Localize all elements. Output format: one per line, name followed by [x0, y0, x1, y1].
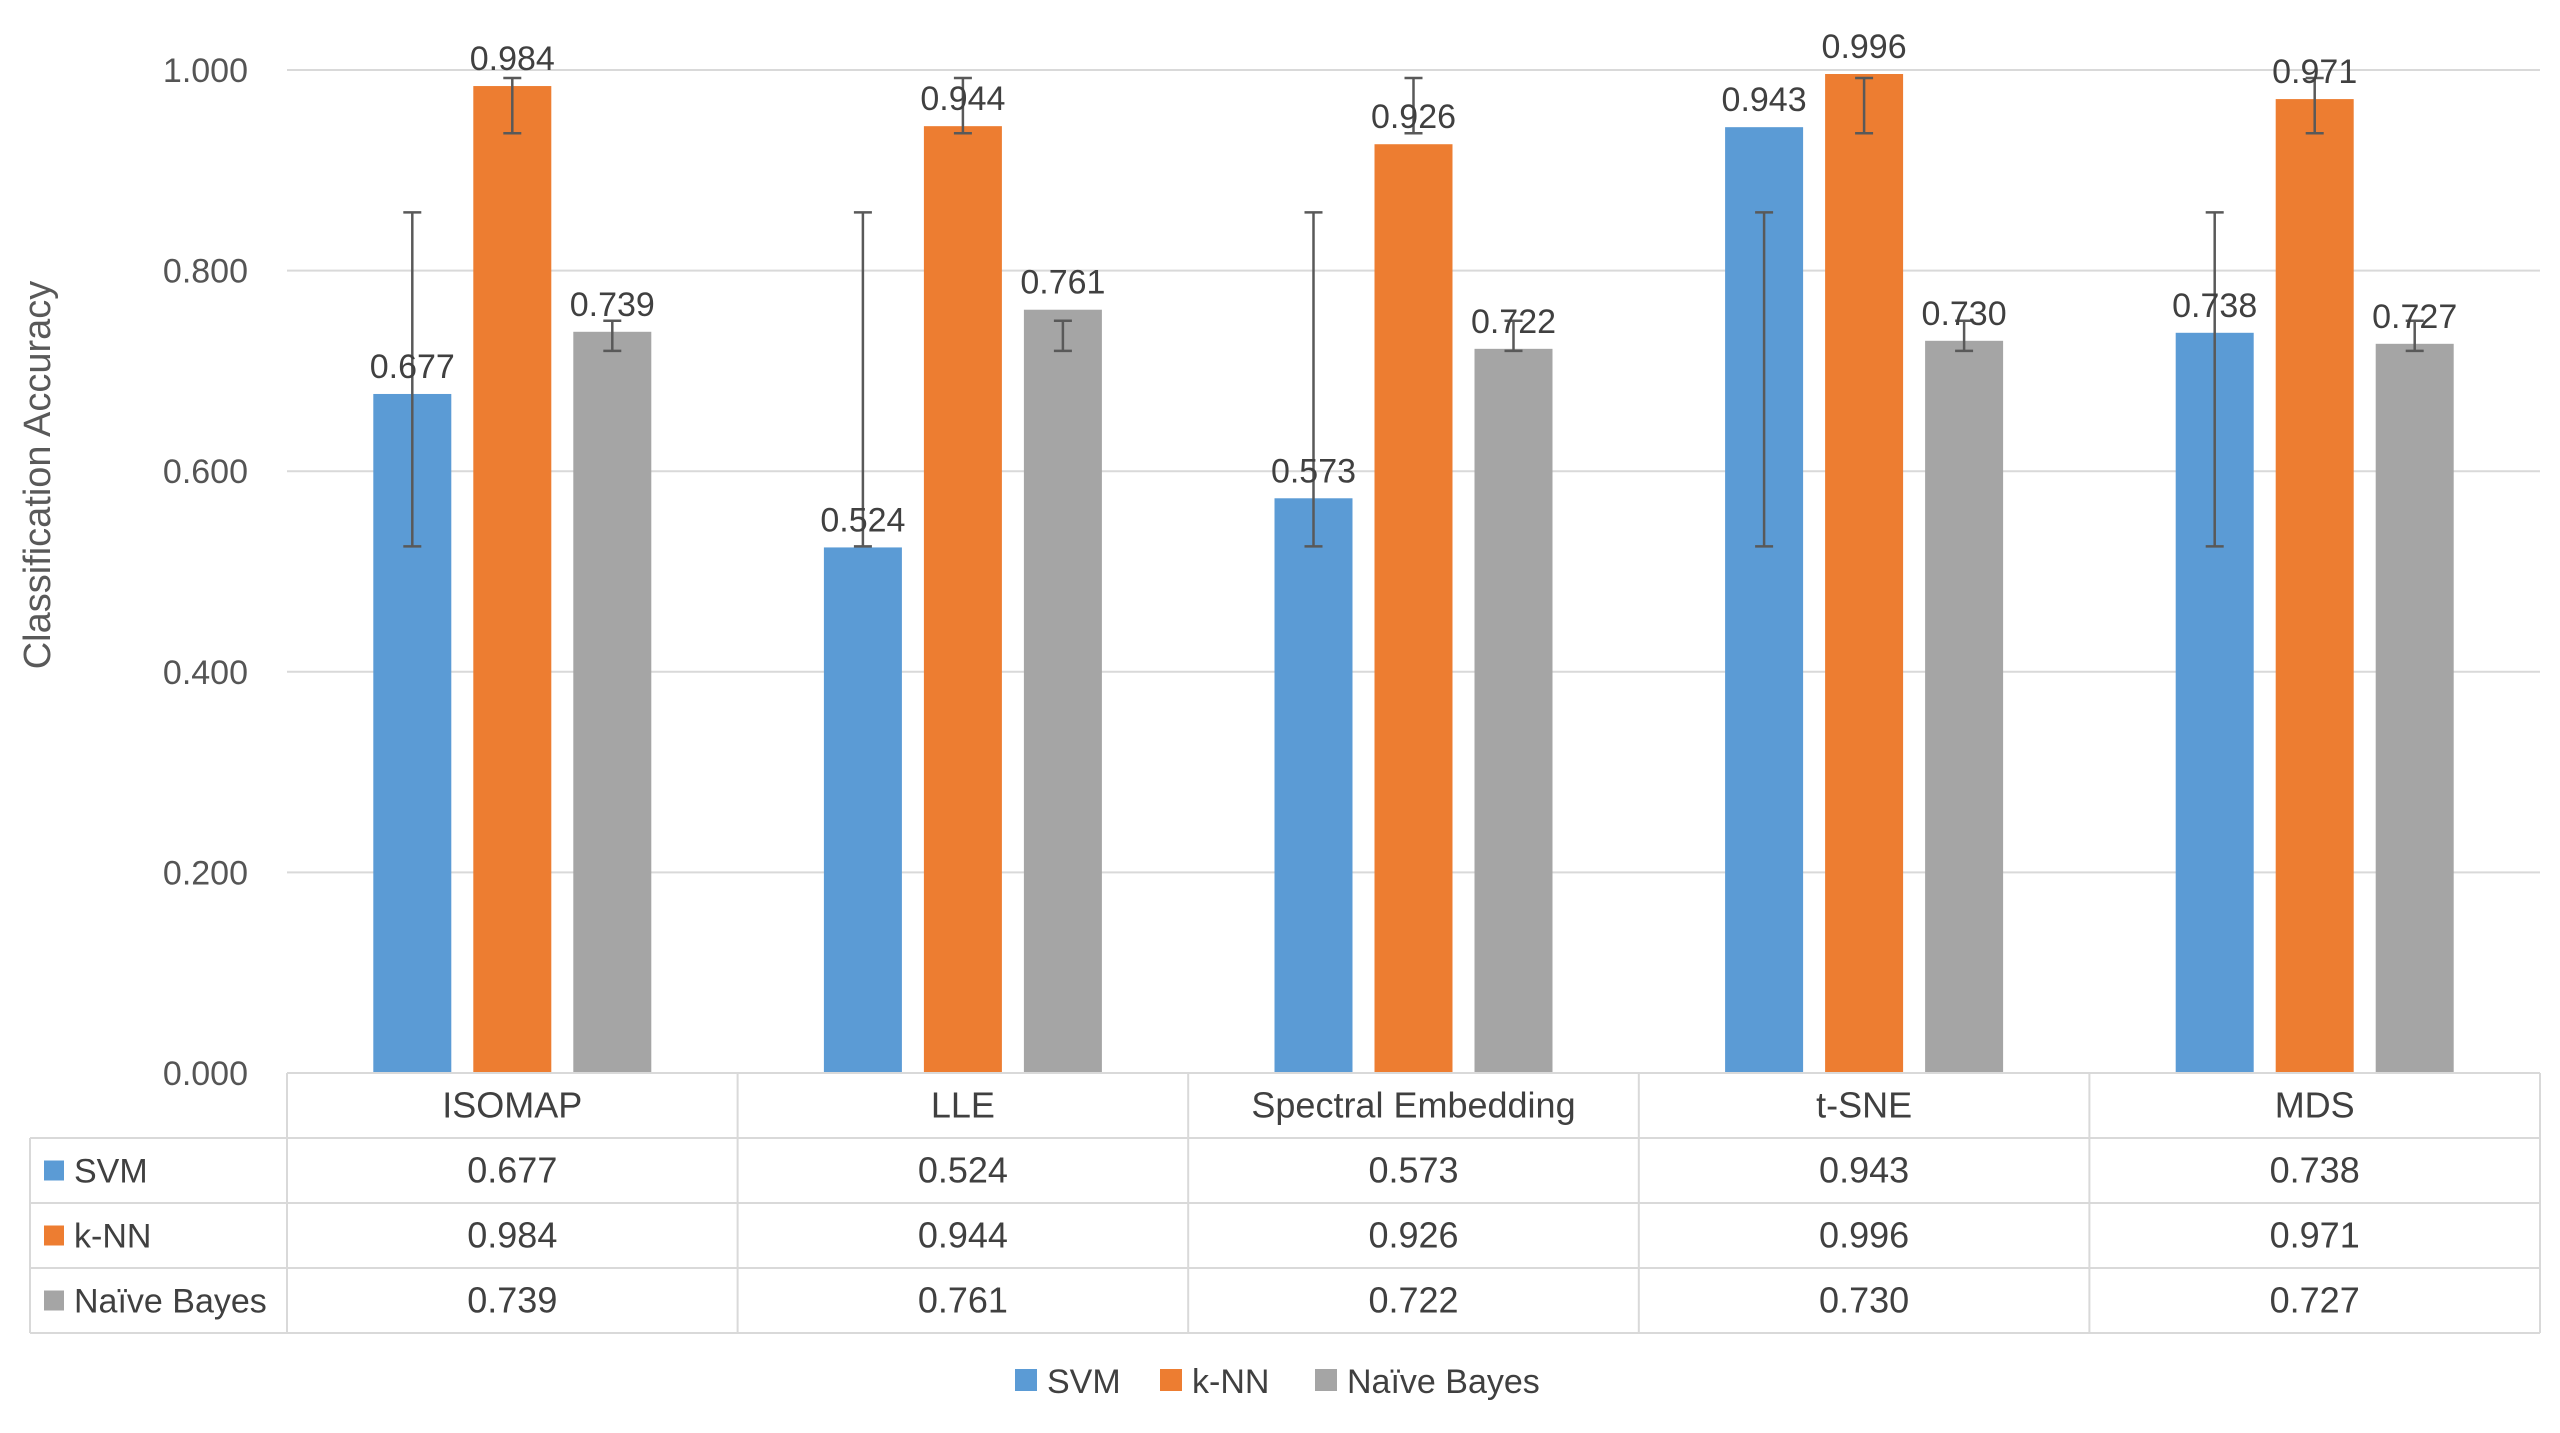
bar — [1474, 348, 1553, 1074]
error-bar — [503, 76, 522, 135]
bar — [1023, 309, 1102, 1073]
table-cell: 0.984 — [467, 1215, 557, 1256]
data-label: 0.996 — [1822, 28, 1907, 66]
data-labels: 0.677 0.524 0.573 0.943 0.738 0.984 0.944 0.926… — [370, 28, 2457, 539]
data-label: 0.573 — [1271, 452, 1356, 490]
legend-item: SVM — [1015, 1363, 1121, 1401]
table-cell: 0.996 — [1819, 1215, 1909, 1256]
table-cell: 0.727 — [2270, 1280, 2360, 1321]
error-bar — [953, 76, 972, 135]
legend-swatch — [1315, 1369, 1337, 1391]
table-cell: 0.573 — [1368, 1150, 1458, 1191]
table-cell: 0.971 — [2270, 1215, 2360, 1256]
category-label: MDS — [2275, 1085, 2355, 1126]
data-label: 0.727 — [2372, 298, 2457, 336]
y-tick-label: 0.400 — [163, 654, 248, 692]
legend-label: Naïve Bayes — [1347, 1363, 1540, 1401]
row-label: SVM — [74, 1153, 148, 1191]
error-bars — [403, 76, 2424, 548]
bar — [1825, 74, 1904, 1073]
data-table: ISOMAP LLE Spectral Embedding t-SNE MDS SVM 0.… — [29, 1072, 2541, 1334]
category-label: ISOMAP — [442, 1085, 582, 1126]
data-label: 0.971 — [2272, 53, 2357, 91]
y-tick-label: 0.600 — [163, 453, 248, 491]
y-tick-label: 0.000 — [163, 1055, 248, 1093]
error-bar — [1304, 211, 1323, 548]
legend-item: Naïve Bayes — [1315, 1363, 1540, 1401]
error-bar — [603, 319, 622, 353]
category-label: t-SNE — [1816, 1085, 1912, 1126]
row-legend-key — [44, 1290, 64, 1311]
legend-label: k-NN — [1192, 1363, 1269, 1401]
error-bar — [1504, 319, 1523, 353]
table-cell: 0.739 — [467, 1280, 557, 1321]
bar — [473, 86, 552, 1074]
table-cell: 0.722 — [1368, 1280, 1458, 1321]
data-label: 0.984 — [470, 40, 555, 78]
y-axis-label: Classification Accuracy — [17, 281, 59, 670]
y-tick-label: 0.800 — [163, 253, 248, 291]
data-label: 0.926 — [1371, 98, 1456, 136]
row-legend-key — [44, 1225, 64, 1246]
table-cell: 0.926 — [1368, 1215, 1458, 1256]
data-label: 0.722 — [1471, 303, 1556, 341]
error-bar — [1755, 211, 1774, 548]
error-bar — [853, 211, 872, 548]
error-bar — [1404, 76, 1423, 135]
error-bar — [2305, 76, 2324, 135]
bars — [373, 74, 2454, 1074]
error-bar — [2405, 319, 2424, 353]
error-bar — [403, 211, 422, 548]
bar — [923, 126, 1002, 1074]
table-cell: 0.943 — [1819, 1150, 1909, 1191]
bar — [2275, 99, 2354, 1074]
data-label: 0.524 — [820, 501, 905, 539]
bar — [1374, 144, 1453, 1074]
bar — [2375, 343, 2454, 1074]
table-cell: 0.761 — [918, 1280, 1008, 1321]
row-label: Naïve Bayes — [74, 1283, 267, 1321]
bar — [1925, 340, 2004, 1073]
data-label: 0.944 — [920, 80, 1005, 118]
table-cell: 0.524 — [918, 1150, 1008, 1191]
data-label: 0.943 — [1722, 81, 1807, 119]
legend-item: k-NN — [1160, 1363, 1269, 1401]
data-label: 0.677 — [370, 348, 455, 386]
bar — [1274, 498, 1353, 1073]
y-tick-label: 0.200 — [163, 854, 248, 892]
row-label: k-NN — [74, 1218, 151, 1256]
table-cell: 0.730 — [1819, 1280, 1909, 1321]
category-label: Spectral Embedding — [1251, 1085, 1575, 1126]
category-label: LLE — [931, 1085, 995, 1126]
y-axis-ticks: 0.000 0.200 0.400 0.600 0.800 1.000 — [163, 52, 248, 1093]
data-label: 0.738 — [2172, 287, 2257, 325]
legend-swatch — [1160, 1369, 1182, 1391]
bar — [823, 547, 902, 1073]
error-bar — [1955, 319, 1974, 353]
row-legend-key — [44, 1160, 64, 1181]
data-label: 0.761 — [1020, 264, 1105, 302]
legend: SVM k-NN Naïve Bayes — [1015, 1363, 1540, 1401]
error-bar — [1053, 319, 1072, 353]
bar — [573, 331, 652, 1074]
error-bar — [1855, 76, 1874, 135]
y-tick-label: 1.000 — [163, 52, 248, 90]
legend-label: SVM — [1047, 1363, 1121, 1401]
data-label: 0.730 — [1922, 295, 2007, 333]
table-cell: 0.738 — [2270, 1150, 2360, 1191]
legend-swatch — [1015, 1369, 1037, 1391]
table-cell: 0.677 — [467, 1150, 557, 1191]
data-label: 0.739 — [570, 286, 655, 324]
table-cell: 0.944 — [918, 1215, 1008, 1256]
error-bar — [2205, 211, 2224, 548]
